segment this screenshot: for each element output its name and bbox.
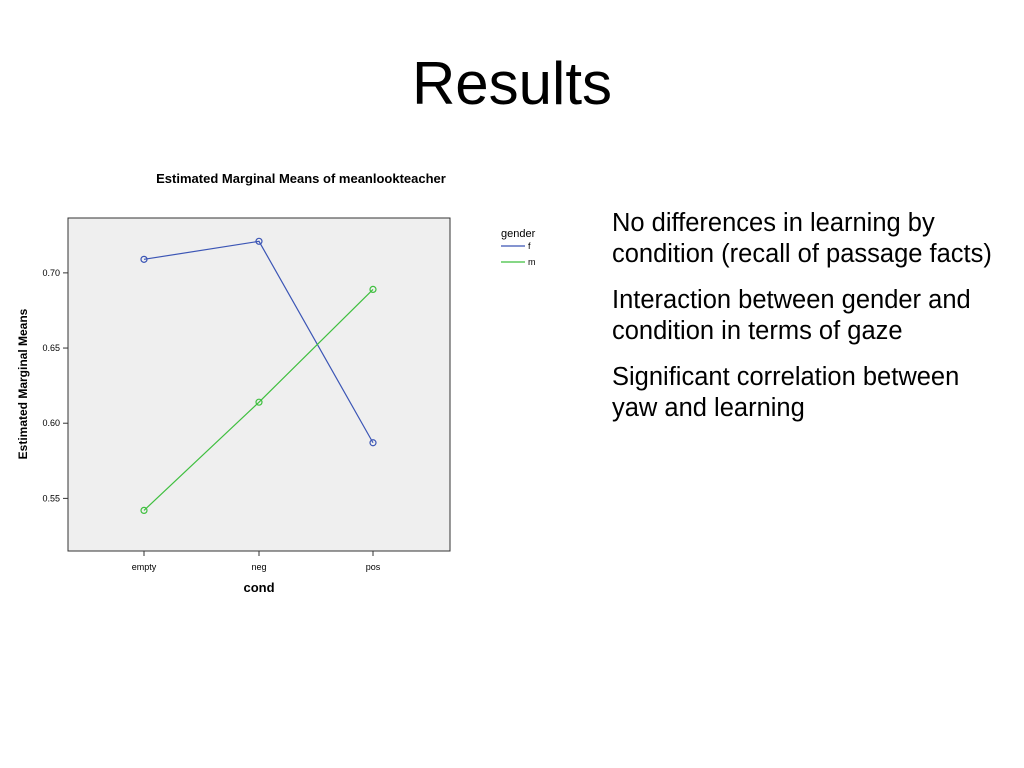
y-tick-label: 0.60 [42, 418, 60, 428]
data-point-m [255, 398, 263, 406]
plot-area [67, 217, 451, 552]
data-point-m [140, 506, 148, 515]
legend-label-m: m [528, 257, 536, 267]
y-tick-label: 0.55 [42, 493, 60, 503]
bullet-item: Interaction between gender and condition… [612, 286, 971, 345]
series-lines [140, 237, 377, 515]
x-tick-label: neg [251, 562, 266, 572]
legend-title: gender [501, 228, 536, 240]
series-line-m [143, 288, 374, 511]
bullet-item: No differences in learning by condition … [612, 209, 992, 268]
slide-title: Results [411, 50, 613, 117]
data-point-f [369, 439, 377, 447]
chart: Estimated Marginal Means of meanlookteac… [16, 171, 536, 595]
legend: gender fm [501, 228, 536, 267]
y-tick-label: 0.70 [42, 268, 60, 278]
bullet-list: No differences in learning by condition … [612, 208, 992, 439]
legend-label-f: f [528, 241, 531, 251]
y-tick-label: 0.65 [42, 343, 60, 353]
data-point-f [140, 255, 148, 263]
data-point-f [255, 237, 263, 245]
chart-title: Estimated Marginal Means of meanlookteac… [156, 171, 446, 186]
y-axis: 0.55 0.60 0.65 0.70 [42, 268, 68, 503]
x-axis-label: cond [243, 580, 274, 595]
x-tick-label: pos [366, 562, 381, 572]
bullet-item: Significant correlation between yaw and … [612, 363, 960, 422]
data-point-m [369, 285, 377, 294]
x-axis: empty neg pos [132, 551, 381, 572]
y-axis-label: Estimated Marginal Means [16, 308, 30, 459]
series-line-f [143, 240, 374, 444]
x-tick-label: empty [132, 562, 157, 572]
